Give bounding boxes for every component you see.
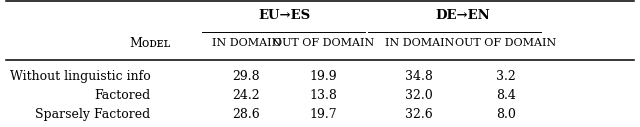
- Text: 13.8: 13.8: [309, 89, 337, 102]
- Text: OUT OF DOMAIN: OUT OF DOMAIN: [273, 38, 374, 48]
- Text: 19.9: 19.9: [309, 70, 337, 83]
- Text: 29.8: 29.8: [232, 70, 260, 83]
- Text: 28.6: 28.6: [232, 108, 260, 121]
- Text: DE→EN: DE→EN: [435, 9, 490, 22]
- Text: 32.0: 32.0: [405, 89, 433, 102]
- Text: 34.8: 34.8: [405, 70, 433, 83]
- Text: Mᴏᴅᴇʟ: Mᴏᴅᴇʟ: [130, 37, 171, 50]
- Text: 24.2: 24.2: [232, 89, 260, 102]
- Text: IN DOMAIN: IN DOMAIN: [212, 38, 281, 48]
- Text: 19.7: 19.7: [309, 108, 337, 121]
- Text: EU→ES: EU→ES: [259, 9, 311, 22]
- Text: 32.6: 32.6: [405, 108, 433, 121]
- Text: OUT OF DOMAIN: OUT OF DOMAIN: [455, 38, 556, 48]
- Text: 8.0: 8.0: [495, 108, 516, 121]
- Text: Sparsely Factored: Sparsely Factored: [35, 108, 150, 121]
- Text: Factored: Factored: [94, 89, 150, 102]
- Text: IN DOMAIN: IN DOMAIN: [385, 38, 454, 48]
- Text: 8.4: 8.4: [495, 89, 516, 102]
- Text: Without linguistic info: Without linguistic info: [10, 70, 150, 83]
- Text: 3.2: 3.2: [496, 70, 515, 83]
